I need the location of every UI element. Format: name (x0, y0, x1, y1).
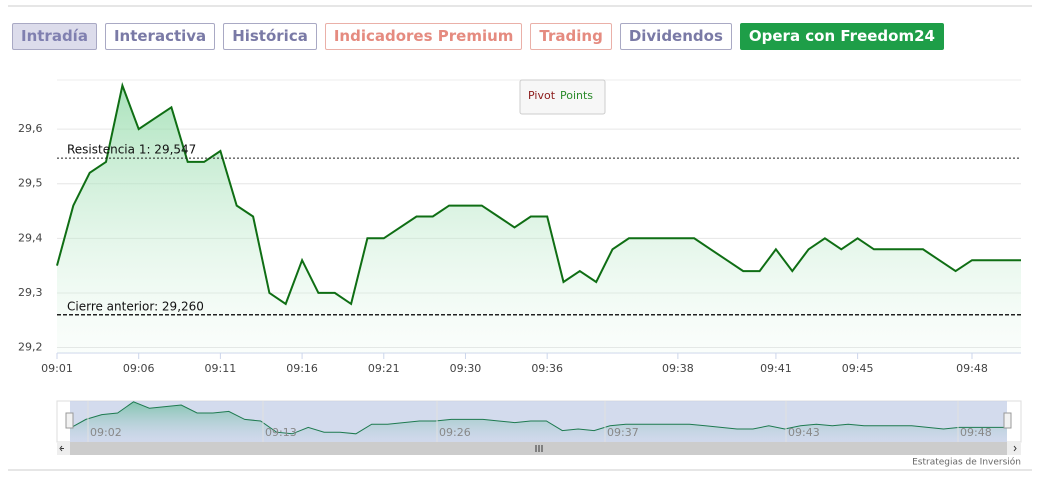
reference-label: Cierre anterior: 29,260 (67, 299, 204, 313)
tab[interactable]: Trading (530, 23, 612, 50)
tab[interactable]: Dividendos (619, 23, 732, 50)
x-tick-label: 09:06 (123, 362, 155, 375)
navigator-handle[interactable] (65, 412, 74, 429)
navigator-label: 09:37 (607, 426, 639, 439)
y-tick-label: 29,4 (18, 231, 43, 244)
scroll-left[interactable] (59, 445, 64, 452)
tab[interactable]: Histórica (223, 23, 317, 50)
navigator-label: 09:13 (265, 426, 297, 439)
x-tick-label: 09:30 (450, 362, 482, 375)
scroll-grip (535, 445, 543, 452)
price-line (56, 81, 1021, 306)
y-tick-label: 29,3 (18, 286, 43, 299)
tab[interactable]: Interactiva (104, 23, 216, 50)
x-tick-label: 09:41 (760, 362, 792, 375)
x-tick-label: 09:01 (41, 362, 73, 375)
scroll-right[interactable] (1013, 445, 1017, 452)
cta-button[interactable]: Opera con Freedom24 (739, 23, 944, 50)
navigator-label: 09:02 (90, 426, 122, 439)
x-tick-label: 09:36 (531, 362, 563, 375)
tab[interactable]: Intradía (12, 23, 97, 50)
x-tick-label: 09:16 (286, 362, 318, 375)
y-tick-label: 29,5 (18, 177, 43, 190)
area-fill (57, 85, 1021, 353)
navigator-handle[interactable] (1003, 412, 1012, 429)
tab[interactable]: Indicadores Premium (324, 23, 523, 50)
x-tick-label: 09:45 (842, 362, 874, 375)
y-tick-label: 29,6 (18, 122, 43, 135)
navigator-label: 09:48 (960, 426, 992, 439)
navigator-label: 09:43 (788, 426, 820, 439)
reference-label: Resistencia 1: 29,547 (67, 143, 196, 157)
x-tick-label: 09:21 (368, 362, 400, 375)
x-tick-label: 09:38 (662, 362, 694, 375)
pivot-button[interactable] (519, 79, 606, 115)
y-tick-label: 29,2 (18, 341, 43, 354)
points-label: Points (560, 89, 593, 102)
x-tick-label: 09:11 (205, 362, 237, 375)
navigator-label: 09:26 (439, 426, 471, 439)
footer-credit: Estrategias de Inversión (912, 457, 1021, 468)
tab-bar: Intradía Interactiva Histórica Indicadores … (12, 23, 944, 50)
x-tick-label: 09:48 (956, 362, 988, 375)
navigator-line (69, 401, 1007, 435)
pivot-label: Pivot (528, 89, 556, 102)
